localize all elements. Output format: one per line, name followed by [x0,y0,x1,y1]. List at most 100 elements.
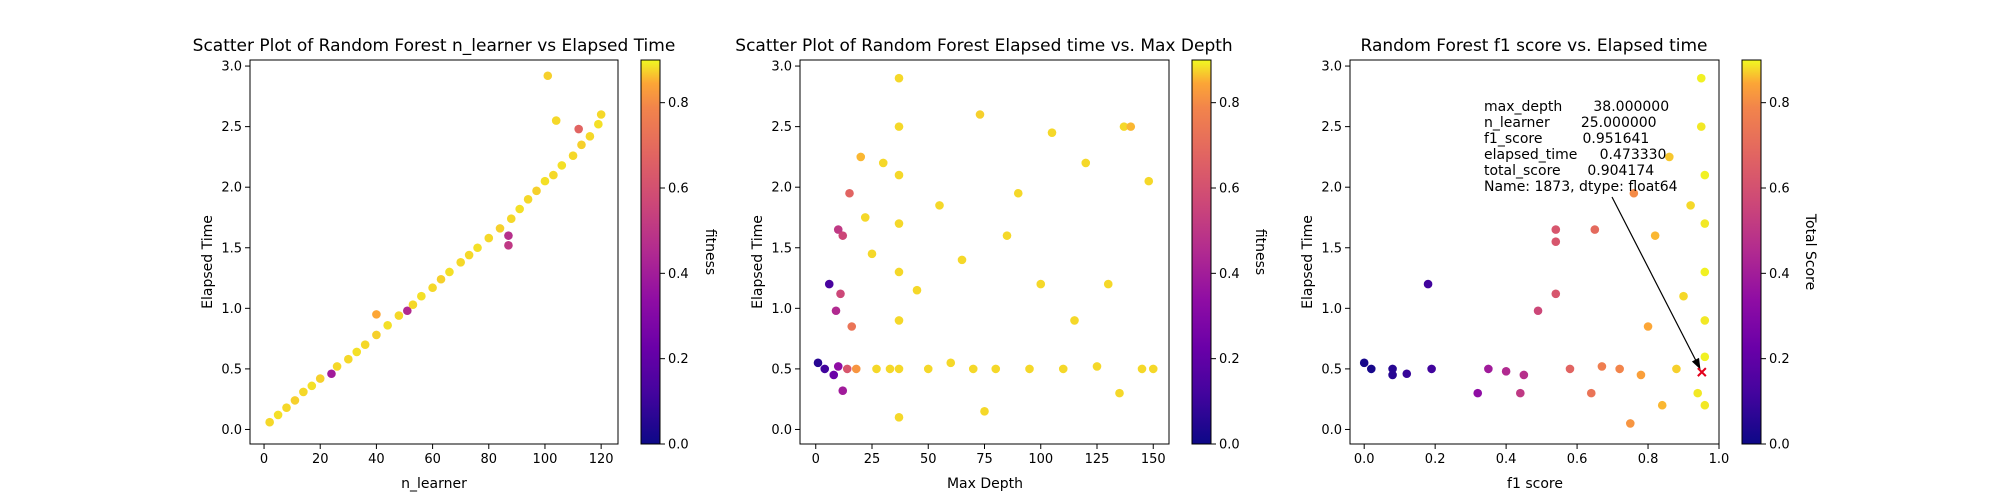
scatter-point [1551,237,1561,247]
scatter-point [1615,364,1624,374]
scatter-point [833,362,843,371]
colorbar-tick-label: 0.4 [1219,267,1240,282]
scatter-point [436,274,446,284]
scatter-point [1036,279,1046,289]
scatter-point [1058,364,1068,374]
y-tick-label: 0.5 [1321,362,1342,377]
chart-1-xlabel: n_learner [401,476,467,492]
scatter-point [307,381,317,391]
y-tick-label: 3.0 [221,60,242,75]
y-tick-label: 2.0 [771,181,792,196]
scatter-point [495,224,505,233]
scatter-point [1679,291,1688,301]
chart-1-colorbar [640,59,661,445]
chart-3-annotation: max_depth 38.000000 n_learner 25.000000 … [1484,99,1707,377]
annotation-line-1: max_depth 38.000000 [1484,99,1669,115]
colorbar-tick-label: 0.6 [1219,182,1240,197]
scatter-point [574,124,583,134]
scatter-point [845,188,854,198]
colorbar-tick-label: 0.8 [1769,96,1790,111]
chart-3-axes-frame [1349,59,1720,445]
scatter-point [315,374,325,383]
scatter-point [360,340,370,349]
scatter-point [957,255,967,265]
x-tick-label: 0.0 [1354,452,1375,467]
scatter-point [456,257,465,267]
x-tick-label: 0 [812,452,820,467]
scatter-point [1696,73,1706,83]
scatter-point [1092,362,1102,371]
scatter-point [1388,364,1397,374]
x-tick-label: 0.2 [1425,452,1446,467]
y-tick-label: 1.0 [221,302,242,317]
chart-3-colorbar-label: Total Score [1802,213,1818,290]
scatter-point [594,119,603,129]
scatter-point [894,267,904,277]
scatter-point [1081,158,1091,168]
chart-panel-1: Scatter Plot of Random Forest n_learner … [193,36,718,492]
scatter-point [872,364,881,374]
scatter-point [1636,370,1646,380]
scatter-point [1686,201,1695,210]
colorbar-tick-label: 0.4 [1769,267,1790,282]
scatter-point [838,231,848,240]
scatter-point [1700,170,1710,180]
scatter-point [464,250,474,260]
scatter-point [991,364,1001,374]
scatter-point [299,387,308,397]
scatter-point [352,347,362,357]
scatter-point [568,151,578,160]
scatter-point [596,110,606,119]
scatter-point [1423,279,1433,289]
y-tick-label: 1.0 [1321,302,1342,317]
scatter-point [894,316,904,325]
scatter-point [894,170,904,180]
scatter-point [1119,122,1129,131]
scatter-point [265,417,274,427]
scatter-point [1565,364,1575,374]
scatter-point [1070,316,1079,325]
scatter-point [327,369,336,379]
scatter-point [428,283,437,293]
x-tick-label: 25 [864,452,881,467]
scatter-point [894,219,904,228]
scatter-point [1700,316,1710,325]
scatter-point [968,364,978,374]
scatter-point [923,364,933,374]
x-tick-label: 1.0 [1709,452,1730,467]
scatter-point [372,330,381,340]
x-tick-label: 40 [368,452,385,467]
scatter-point [1672,364,1681,374]
scatter-point [867,249,877,259]
chart-3-colorbar [1741,59,1762,445]
scatter-point [543,71,553,81]
x-tick-label: 125 [1085,452,1110,467]
scatter-point [372,310,381,319]
y-tick-label: 3.0 [1321,60,1342,75]
chart-3-xlabel: f1 score [1507,476,1563,492]
x-tick-label: 0.8 [1638,452,1659,467]
colorbar-tick-label: 0.4 [668,267,689,282]
scatter-point [851,364,861,374]
scatter-point [332,362,342,371]
scatter-point [980,406,989,416]
scatter-point [838,386,848,396]
scatter-point [484,233,494,243]
colorbar-tick-label: 0.2 [1219,352,1240,367]
scatter-point [1115,388,1124,398]
scatter-point [1366,364,1376,374]
scatter-point [842,364,852,374]
scatter-point [813,358,823,368]
annotation-arrow [1611,196,1698,363]
scatter-point [506,214,516,223]
x-tick-label: 75 [976,452,993,467]
x-tick-label: 0.6 [1567,452,1588,467]
chart-1-axes-frame [249,59,619,445]
scatter-point [557,161,567,170]
y-tick-label: 0.0 [771,423,792,438]
scatter-point [515,204,524,214]
scatter-point [1484,364,1493,374]
chart-1-title: Scatter Plot of Random Forest n_learner … [193,36,676,56]
y-tick-label: 1.5 [1321,241,1342,256]
scatter-point [1144,176,1154,186]
